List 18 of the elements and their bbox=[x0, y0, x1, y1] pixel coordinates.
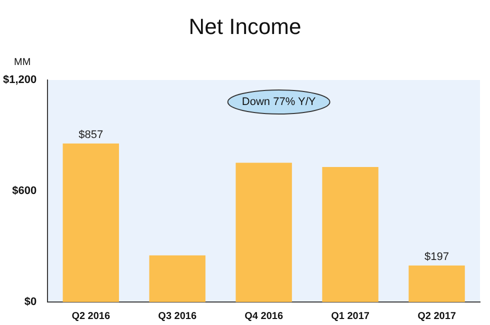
y-axis-title: MM bbox=[14, 57, 31, 68]
x-tick-label: Q2 2017 bbox=[418, 310, 456, 322]
y-tick-label: $0 bbox=[24, 296, 37, 308]
bar bbox=[408, 266, 465, 302]
x-tick-label: Q1 2017 bbox=[331, 310, 370, 322]
annotation: Down 77% Y/Y bbox=[242, 96, 316, 108]
y-tick-label: $1,200 bbox=[2, 74, 37, 86]
bar bbox=[322, 166, 378, 302]
bar bbox=[236, 162, 292, 302]
bar bbox=[149, 255, 206, 302]
x-tick-label: Q4 2016 bbox=[244, 310, 284, 322]
chart-title: Net Income bbox=[188, 14, 302, 40]
x-tick-label: Q2 2016 bbox=[72, 310, 110, 322]
bar bbox=[62, 143, 119, 302]
x-tick-label: Q3 2016 bbox=[158, 310, 197, 322]
y-tick-label: $600 bbox=[12, 185, 37, 198]
data-label: $197 bbox=[424, 251, 450, 264]
data-label: $857 bbox=[78, 128, 104, 141]
